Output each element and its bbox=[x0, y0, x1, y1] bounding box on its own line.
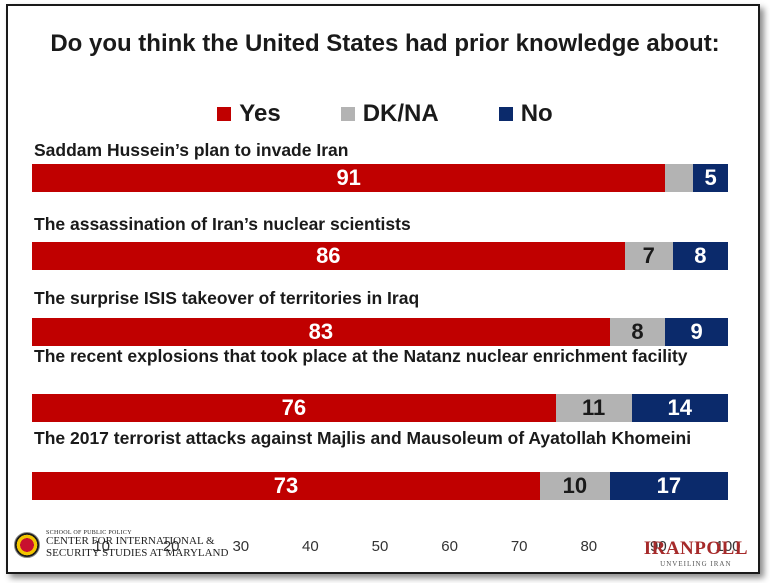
logo-school-text: SCHOOL OF PUBLIC POLICY bbox=[46, 530, 132, 536]
bar-segment-no: 9 bbox=[665, 318, 728, 346]
stacked-bar: 76 11 14 bbox=[32, 394, 728, 422]
data-label: 9 bbox=[690, 319, 703, 344]
legend-item-dk-na: DK/NA bbox=[340, 100, 439, 128]
bar-segment-dk-na: 10 bbox=[540, 472, 610, 500]
cissm-logo: SCHOOL OF PUBLIC POLICY CENTER FOR INTER… bbox=[14, 530, 228, 559]
data-label: 73 bbox=[273, 473, 299, 498]
logo-center-line2: SECURITY STUDIES AT MARYLAND bbox=[46, 546, 229, 559]
x-tick-label: 10 bbox=[93, 538, 110, 555]
data-label: 86 bbox=[316, 243, 341, 268]
stacked-bar: 86 7 8 bbox=[32, 242, 728, 270]
bar-segment-yes: 73 bbox=[32, 472, 541, 500]
data-label: 10 bbox=[562, 473, 588, 498]
data-label: 14 bbox=[667, 395, 692, 420]
category-label: The recent explosions that took place at… bbox=[34, 346, 688, 366]
bar-segment-dk-na: 8 bbox=[609, 318, 666, 346]
data-label: 5 bbox=[704, 165, 717, 190]
category-label: The 2017 terrorist attacks against Majli… bbox=[34, 428, 692, 448]
category-label: The assassination of Iran’s nuclear scie… bbox=[34, 214, 411, 234]
bar-segment-no: 17 bbox=[609, 472, 728, 500]
x-tick-label: 30 bbox=[232, 538, 250, 555]
bar-segment-dk-na bbox=[665, 164, 694, 192]
x-tick-label: 70 bbox=[510, 538, 528, 555]
legend: Yes DK/NA No bbox=[0, 100, 770, 128]
data-label: 11 bbox=[581, 395, 606, 420]
legend-label: DK/NA bbox=[362, 100, 439, 127]
data-label: 7 bbox=[642, 243, 655, 268]
bar-segment-dk-na: 7 bbox=[624, 242, 673, 270]
legend-swatch bbox=[340, 107, 355, 121]
bar-segment-yes: 86 bbox=[32, 242, 625, 270]
data-label: 8 bbox=[631, 319, 644, 344]
bar-segment-no: 14 bbox=[631, 394, 728, 422]
category-label: The surprise ISIS takeover of territorie… bbox=[34, 288, 420, 308]
legend-swatch bbox=[498, 107, 513, 121]
data-label: 8 bbox=[694, 243, 707, 268]
data-label: 83 bbox=[308, 319, 334, 344]
x-tick-label: 60 bbox=[441, 538, 458, 555]
x-tick-label: 20 bbox=[162, 538, 180, 555]
bar-segment-yes: 76 bbox=[32, 394, 556, 422]
data-label: 17 bbox=[656, 473, 682, 498]
bar-segment-yes: 91 bbox=[32, 164, 666, 192]
category-label: Saddam Hussein’s plan to invade Iran bbox=[34, 140, 349, 160]
legend-label: No bbox=[520, 100, 553, 127]
bar-segment-no: 5 bbox=[693, 164, 728, 192]
data-label: 91 bbox=[336, 165, 361, 190]
logo-center-line1: CENTER FOR INTERNATIONAL & bbox=[46, 535, 215, 548]
legend-swatch bbox=[217, 107, 232, 121]
x-tick-label: 50 bbox=[371, 538, 389, 555]
bar-segment-dk-na: 11 bbox=[555, 394, 632, 422]
iranpoll-logo: IRANPOLL UNVEILING IRAN bbox=[644, 538, 748, 568]
stacked-bar: 73 10 17 bbox=[32, 472, 728, 500]
legend-item-yes: Yes bbox=[217, 100, 281, 128]
x-tick-label: 40 bbox=[302, 538, 319, 555]
x-tick-label: 80 bbox=[580, 538, 598, 555]
data-label: 76 bbox=[281, 395, 307, 420]
x-tick-label: 90 bbox=[650, 538, 667, 555]
stacked-bar: 91 5 bbox=[32, 164, 728, 192]
x-tick-label: 100 bbox=[715, 538, 741, 555]
iranpoll-name: IRANPOLL bbox=[643, 538, 748, 559]
chart-title: Do you think the United States had prior… bbox=[50, 30, 720, 57]
iranpoll-tagline: UNVEILING IRAN bbox=[660, 560, 732, 568]
bar-segment-yes: 83 bbox=[32, 318, 610, 346]
university-seal-icon bbox=[14, 531, 40, 558]
legend-item-no: No bbox=[498, 100, 553, 128]
x-axis: 10 20 30 40 50 60 70 80 90 100 bbox=[32, 538, 740, 558]
stacked-bar: 83 8 9 bbox=[32, 318, 728, 346]
legend-label: Yes bbox=[239, 100, 281, 127]
bar-segment-no: 8 bbox=[672, 242, 728, 270]
